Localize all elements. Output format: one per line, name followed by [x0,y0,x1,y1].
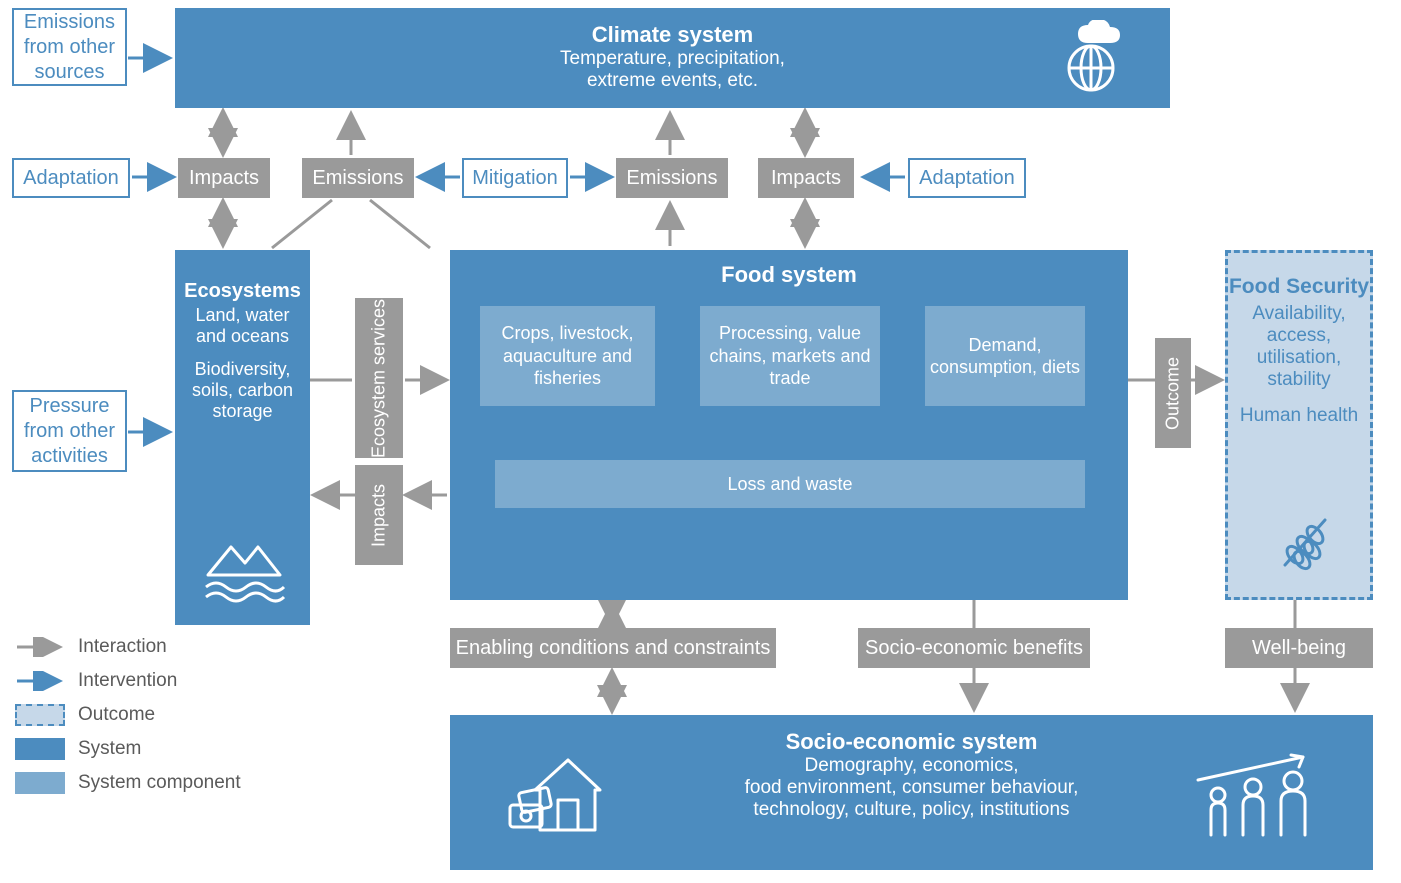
food-title: Food system [450,250,1128,288]
impacts-vertical-box: Impacts [355,465,403,565]
legend-component-icon [15,772,65,794]
climate-title: Climate system [175,8,1170,48]
legend-system: System [78,738,141,760]
wellbeing-box: Well-being [1225,628,1373,668]
socio-box: Socio-economic system Demography, econom… [450,715,1373,870]
benefits-box: Socio-economic benefits [858,628,1090,668]
legend-outcome: Outcome [78,704,155,726]
eco-title: Ecosystems [175,250,310,303]
mountain-water-icon [203,535,285,605]
legend-intervention: Intervention [78,670,177,692]
globe-cloud-icon [1052,20,1130,98]
wheat-icon [1270,505,1340,575]
food-comp2: Processing, value chains, markets and tr… [700,306,880,406]
food-comp3: Demand, consumption, diets [925,306,1085,406]
security-line2: Human health [1228,395,1370,427]
food-system-box: Food system [450,250,1128,600]
food-security-box: Food Security Availability, access, util… [1225,250,1373,600]
food-comp1: Crops, livestock, aquaculture and fisher… [480,306,655,406]
impacts-right-box: Impacts [758,158,854,198]
legend-component: System component [78,772,241,794]
food-loss: Loss and waste [495,460,1085,508]
adaptation-left-box: Adaptation [12,158,130,198]
emissions-left-box: Emissions [302,158,414,198]
climate-system-box: Climate system Temperature, precipitatio… [175,8,1170,108]
emissions-right-box: Emissions [616,158,728,198]
legend: Interaction Intervention Outcome System … [15,630,241,800]
emissions-other-box: Emissions from other sources [12,8,127,86]
security-line1: Availability, access, utilisation, stabi… [1228,299,1370,395]
legend-intervention-icon [15,671,70,691]
people-growth-icon [1193,745,1323,845]
outcome-box: Outcome [1155,338,1191,448]
climate-subtitle: Temperature, precipitation, extreme even… [175,48,1170,92]
legend-interaction: Interaction [78,636,167,658]
mitigation-box: Mitigation [462,158,568,198]
adaptation-right-box: Adaptation [908,158,1026,198]
pressure-box: Pressure from other activities [12,390,127,472]
eco-line1: Land, water and oceans [175,303,310,349]
security-title: Food Security [1228,253,1370,299]
house-money-icon [500,745,610,845]
legend-system-icon [15,738,65,760]
eco-services-box: Ecosystem services [355,298,403,458]
enabling-box: Enabling conditions and constraints [450,628,776,668]
impacts-left-box: Impacts [178,158,270,198]
legend-interaction-icon [15,637,70,657]
legend-outcome-icon [15,704,65,726]
eco-line2: Biodiversity, soils, carbon storage [175,349,310,422]
ecosystems-box: Ecosystems Land, water and oceans Biodiv… [175,250,310,625]
